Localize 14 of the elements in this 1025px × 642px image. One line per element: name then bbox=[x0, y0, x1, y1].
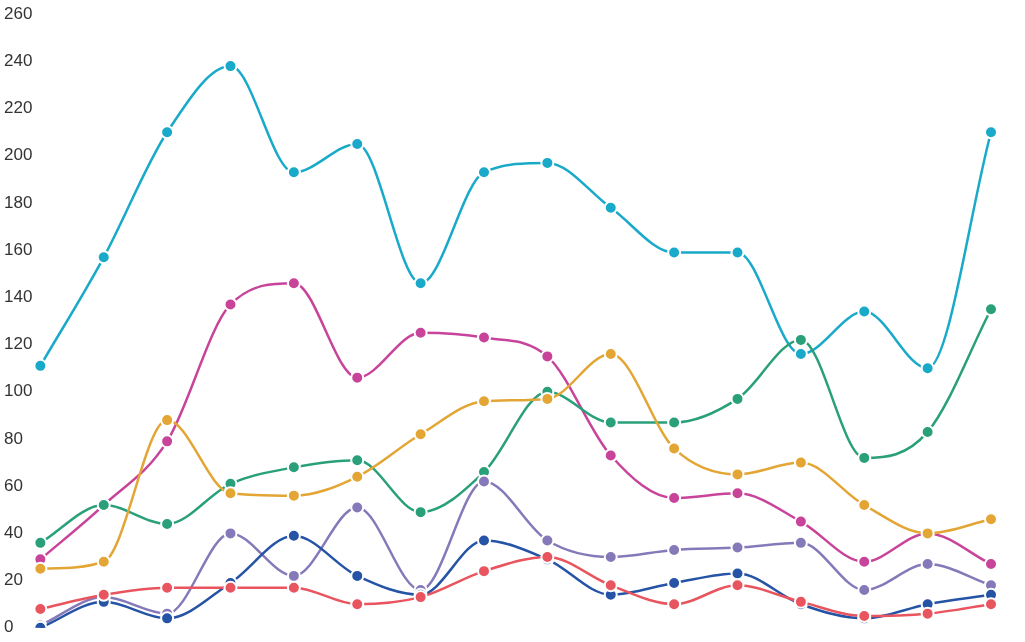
y-tick-label: 60 bbox=[4, 475, 23, 495]
y-tick-label: 120 bbox=[4, 334, 33, 354]
y-tick-label: 40 bbox=[4, 523, 23, 543]
y-tick-label: 100 bbox=[4, 381, 33, 401]
y-tick-label: 0 bbox=[4, 617, 14, 637]
y-tick-label: 200 bbox=[4, 145, 33, 165]
y-tick-label: 240 bbox=[4, 51, 33, 71]
y-tick-label: 80 bbox=[4, 428, 23, 448]
y-tick-label: 180 bbox=[4, 192, 33, 212]
y-tick-label: 260 bbox=[4, 3, 33, 23]
y-tick-label: 220 bbox=[4, 98, 33, 118]
y-tick-label: 160 bbox=[4, 239, 33, 259]
y-tick-label: 20 bbox=[4, 570, 23, 590]
y-tick-label: 140 bbox=[4, 287, 33, 307]
